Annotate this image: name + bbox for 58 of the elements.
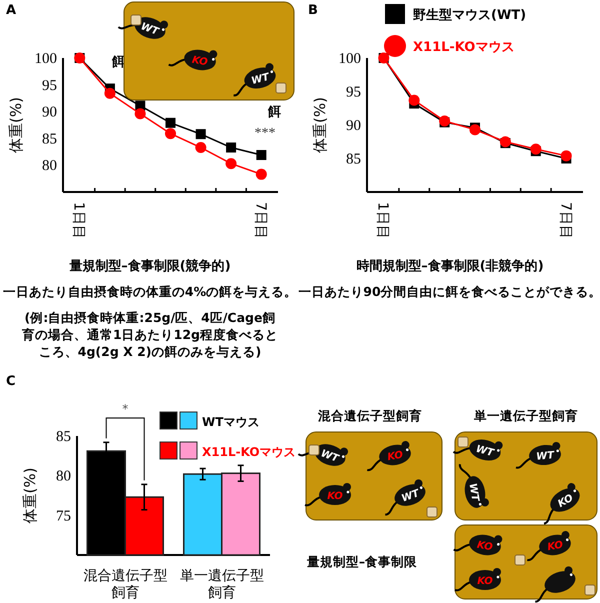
y-tick-label: 80 — [42, 158, 57, 174]
annotation: *** — [254, 126, 276, 141]
picture-mice-cage-mixed: WT KO KO WT — [298, 432, 442, 520]
y-axis-title: 体重(%) — [311, 97, 329, 153]
text: 単一遺伝子型飼育 — [473, 408, 578, 423]
annotation: WT — [250, 72, 272, 88]
y-tick-label: 90 — [42, 104, 57, 121]
legend-label: WTマウス — [202, 415, 260, 429]
point — [470, 124, 480, 136]
text: 量規制型–食事制限 — [306, 554, 418, 569]
y-tick-label: 95 — [346, 84, 361, 100]
x-tick-label: 7日目 — [557, 202, 574, 239]
y-tick-label: 75 — [56, 508, 71, 524]
text: C — [6, 374, 16, 389]
text: (例:自由摂食時体重:25g/匹、4匹/Cage飼育の場合、通常1日あたり12g程度食べるところ、4g(2g X 2)の餌のみを与える) — [20, 310, 278, 359]
y-tick-label: 80 — [56, 468, 71, 485]
point — [530, 144, 542, 155]
x-tick-label: 7日目 — [252, 202, 268, 239]
x-tick-label: 1日目 — [374, 202, 391, 239]
point — [134, 108, 146, 120]
y-tick-label: 85 — [56, 429, 71, 445]
point — [195, 142, 206, 154]
y-tick-label: 85 — [346, 152, 361, 168]
annotation: 餌 — [111, 55, 125, 70]
point — [560, 150, 572, 162]
x-tick-label: 1日目 — [70, 202, 87, 239]
annotation: 餌 — [267, 105, 281, 120]
text: 量規制型–食事制限(競争的) — [68, 258, 231, 274]
legend-label: X11L-KOマウス — [202, 445, 296, 459]
y-axis-title: 体重(%) — [21, 468, 39, 524]
y-tick-label: 90 — [346, 118, 361, 134]
y-tick-label: 100 — [34, 51, 57, 67]
text: * — [122, 402, 128, 416]
legend-label: 野生型マウス(WT) — [413, 8, 526, 23]
point — [226, 158, 237, 170]
text: B — [308, 3, 318, 18]
point — [408, 94, 420, 106]
y-tick-label: 100 — [338, 51, 361, 67]
point — [196, 129, 206, 140]
text: 混合遺伝子型飼育 — [317, 408, 422, 423]
text: 一日あたり90分間自由に餌を食べることができる。 — [298, 284, 600, 299]
y-tick-label: 85 — [42, 131, 57, 148]
point — [104, 88, 116, 99]
text: A — [6, 3, 16, 18]
picture-mice-cage-wt: WT WT WT KO — [452, 432, 598, 525]
point — [226, 142, 236, 153]
point — [165, 128, 176, 140]
legend-label: X11L-KOマウス — [413, 40, 514, 55]
point — [256, 168, 267, 180]
text: 時間規制型–食事制限(非競争的) — [356, 258, 544, 274]
point — [256, 150, 266, 160]
text: WT — [139, 21, 160, 38]
annotation: KO — [191, 54, 209, 68]
text: 一日あたり自由摂食時の体重の4%の餌を与える。 — [2, 284, 298, 299]
y-axis-title: 体重(%) — [7, 97, 25, 153]
picture-mice-cage-ko: KO KO KO — [453, 524, 598, 603]
y-tick-label: 95 — [42, 78, 57, 94]
point — [166, 118, 176, 128]
